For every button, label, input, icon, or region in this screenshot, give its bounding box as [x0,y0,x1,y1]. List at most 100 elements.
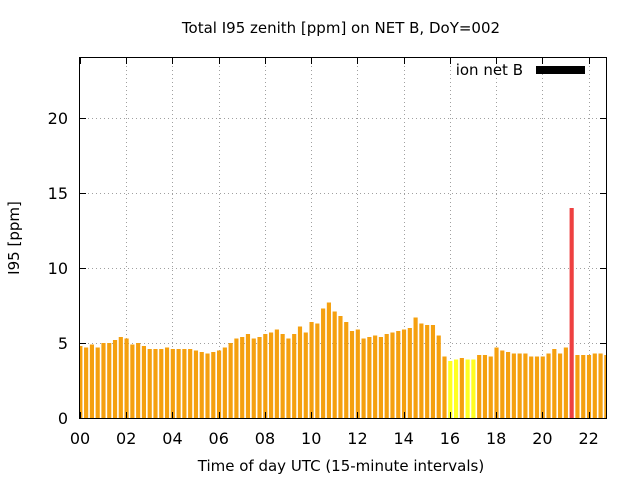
bar [419,323,424,418]
x-axis-label: Time of day UTC (15-minute intervals) [197,457,484,475]
x-tick-label: 10 [301,429,321,448]
bar [517,353,522,418]
bar [390,332,395,418]
bar [321,308,326,418]
bar [349,331,355,418]
x-tick-label: 00 [70,429,90,448]
bar [251,338,256,418]
bar [274,329,279,418]
bar [228,343,233,418]
x-axis-ticks: 00 02 04 06 08 10 12 14 16 18 20 22 [70,58,599,448]
legend-label: ion net B [456,61,523,79]
bar [193,350,199,418]
bar [534,356,540,418]
bar [141,346,147,418]
bar [315,323,320,418]
legend: ion net B [456,61,585,79]
bar [436,335,441,418]
bar [430,325,436,418]
bar [332,311,337,418]
bar [84,347,89,418]
bar [367,337,372,418]
bar [488,356,493,418]
y-tick-label: 15 [48,184,68,203]
bar [124,338,129,418]
x-tick-label: 06 [209,429,229,448]
bar [598,353,603,418]
bar [575,355,580,418]
bar [413,317,418,418]
bar [494,347,499,418]
bar [130,344,135,418]
bar [80,346,83,418]
bar [309,322,314,418]
bar [101,343,106,418]
x-tick-label: 14 [394,429,414,448]
bar [540,356,545,418]
bar [170,349,175,418]
bar [303,332,308,418]
bar [361,338,366,418]
plot-frame [79,57,607,419]
y-axis-label: I95 [ppm] [5,201,23,275]
bar [222,347,227,418]
bar [159,349,164,418]
bar [263,334,268,418]
bar [338,316,343,418]
bar [257,337,262,418]
x-tick-label: 04 [162,429,182,448]
bar [592,353,597,418]
bar [240,337,245,418]
bar [182,349,187,418]
bar [453,359,459,418]
bar [401,329,407,418]
bar [506,352,511,418]
bar [604,355,606,418]
bar [563,347,568,418]
bar [234,338,239,418]
x-tick-label: 08 [255,429,275,448]
bar [205,353,210,418]
bar [558,353,563,418]
y-tick-label: 5 [58,334,68,353]
bar [153,349,158,418]
y-axis-ticks: 0 5 10 15 20 [48,109,606,428]
bar [118,337,123,418]
bar [326,302,331,418]
bar [176,349,181,418]
bar [344,322,349,418]
bar [188,349,193,418]
y-tick-label: 0 [58,409,68,428]
bar [292,334,297,418]
bar [199,352,204,418]
bar [396,331,401,418]
bar [216,350,222,418]
bar [471,359,476,418]
bar [529,356,534,418]
bar [384,334,389,418]
bar [448,361,453,418]
x-tick-label: 22 [578,429,598,448]
bar [477,355,482,418]
bar [442,356,447,418]
y-tick-label: 20 [48,109,68,128]
bar [378,337,383,418]
bar [552,349,557,418]
bar [586,355,592,418]
bar [523,353,528,418]
bar [425,325,430,418]
bar [459,358,464,418]
bar [164,347,170,418]
bar [407,328,412,418]
bar [482,355,488,418]
bar [280,334,285,418]
bar [511,353,516,418]
x-tick-label: 12 [347,429,367,448]
bar [211,352,216,418]
legend-swatch [536,66,585,74]
bar [465,359,470,418]
bar [136,343,141,418]
bar [373,335,378,418]
bar [355,329,360,418]
